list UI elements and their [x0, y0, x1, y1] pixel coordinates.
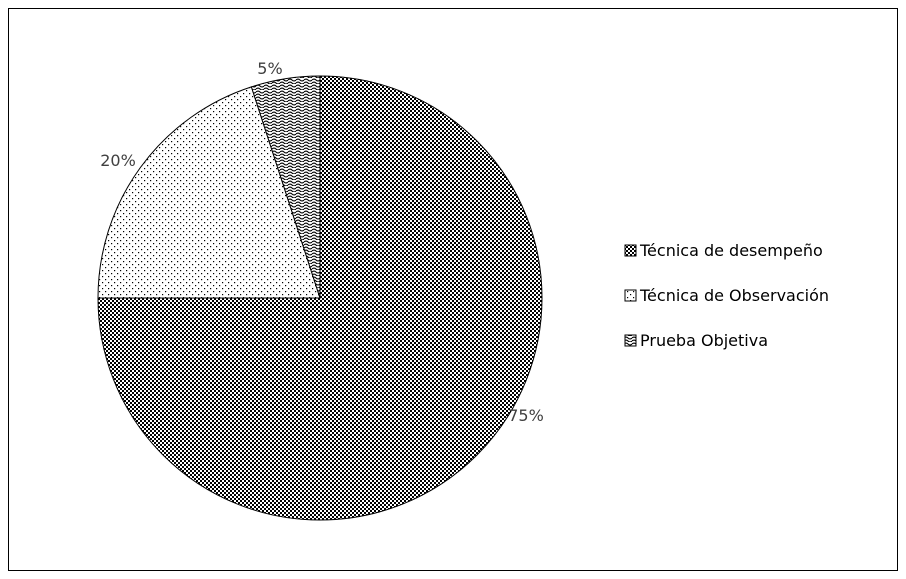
pie-slice-tecnica-de-desempeno: [97, 75, 543, 521]
legend-label-prueba-objetiva: Prueba Objetiva: [640, 331, 768, 350]
data-label-prueba-objetiva: 5%: [257, 59, 282, 78]
legend-label-tecnica-de-desempeno: Técnica de desempeño: [639, 241, 823, 260]
legend: Técnica de desempeño Técnica de Observaci…: [624, 241, 829, 350]
data-label-tecnica-de-observacion: 20%: [100, 151, 136, 170]
pie-slice-tecnica-de-observacion: [97, 86, 321, 299]
legend-swatch-tecnica-de-observacion: [624, 289, 637, 302]
legend-swatch-tecnica-de-desempeno: [624, 244, 637, 257]
pie-slice-prueba-objetiva: [250, 75, 321, 299]
legend-label-tecnica-de-observacion: Técnica de Observación: [639, 286, 829, 305]
data-label-tecnica-de-desempeno: 75%: [508, 406, 544, 425]
pie-slices: [97, 75, 543, 521]
legend-swatch-prueba-objetiva: [624, 334, 637, 347]
data-labels: 75% 20% 5%: [100, 59, 544, 425]
